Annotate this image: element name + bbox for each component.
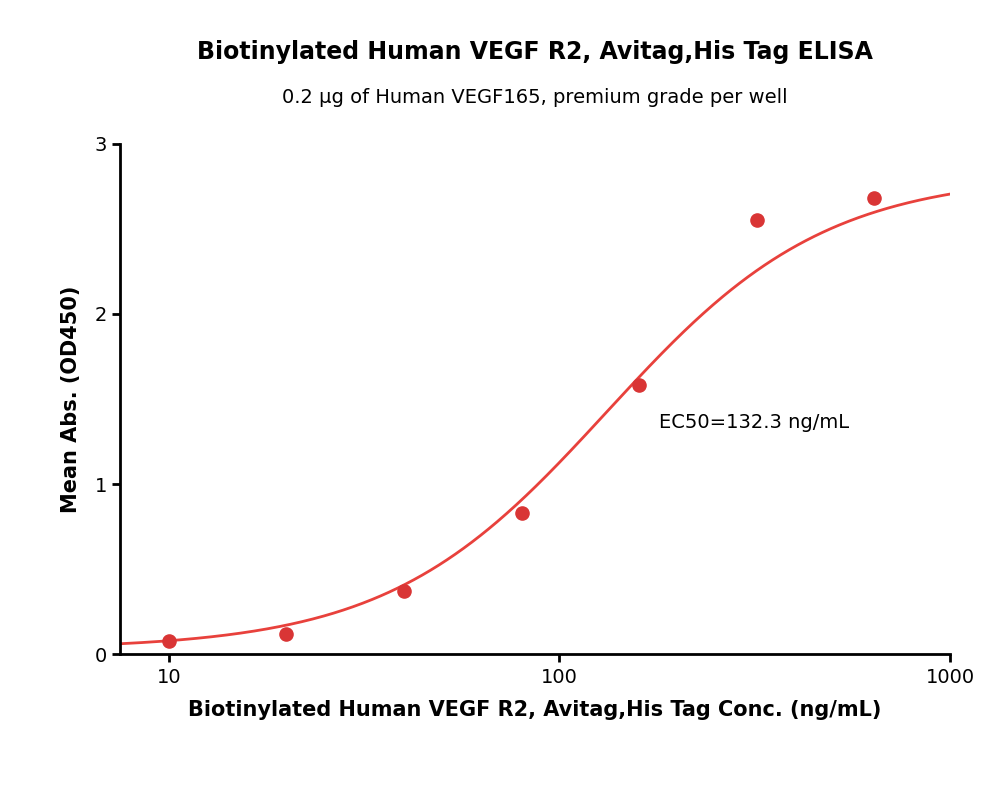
Point [631, 379, 647, 392]
Point [396, 585, 412, 598]
Text: EC50=132.3 ng/mL: EC50=132.3 ng/mL [659, 413, 849, 432]
Point [161, 634, 177, 647]
Point [514, 507, 530, 519]
Point [866, 192, 882, 204]
Text: 0.2 μg of Human VEGF165, premium grade per well: 0.2 μg of Human VEGF165, premium grade p… [282, 88, 788, 107]
Point [278, 627, 294, 640]
Text: Biotinylated Human VEGF R2, Avitag,His Tag ELISA: Biotinylated Human VEGF R2, Avitag,His T… [197, 40, 873, 64]
Y-axis label: Mean Abs. (OD450): Mean Abs. (OD450) [61, 286, 81, 512]
Point [749, 214, 765, 227]
X-axis label: Biotinylated Human VEGF R2, Avitag,His Tag Conc. (ng/mL): Biotinylated Human VEGF R2, Avitag,His T… [188, 701, 882, 721]
